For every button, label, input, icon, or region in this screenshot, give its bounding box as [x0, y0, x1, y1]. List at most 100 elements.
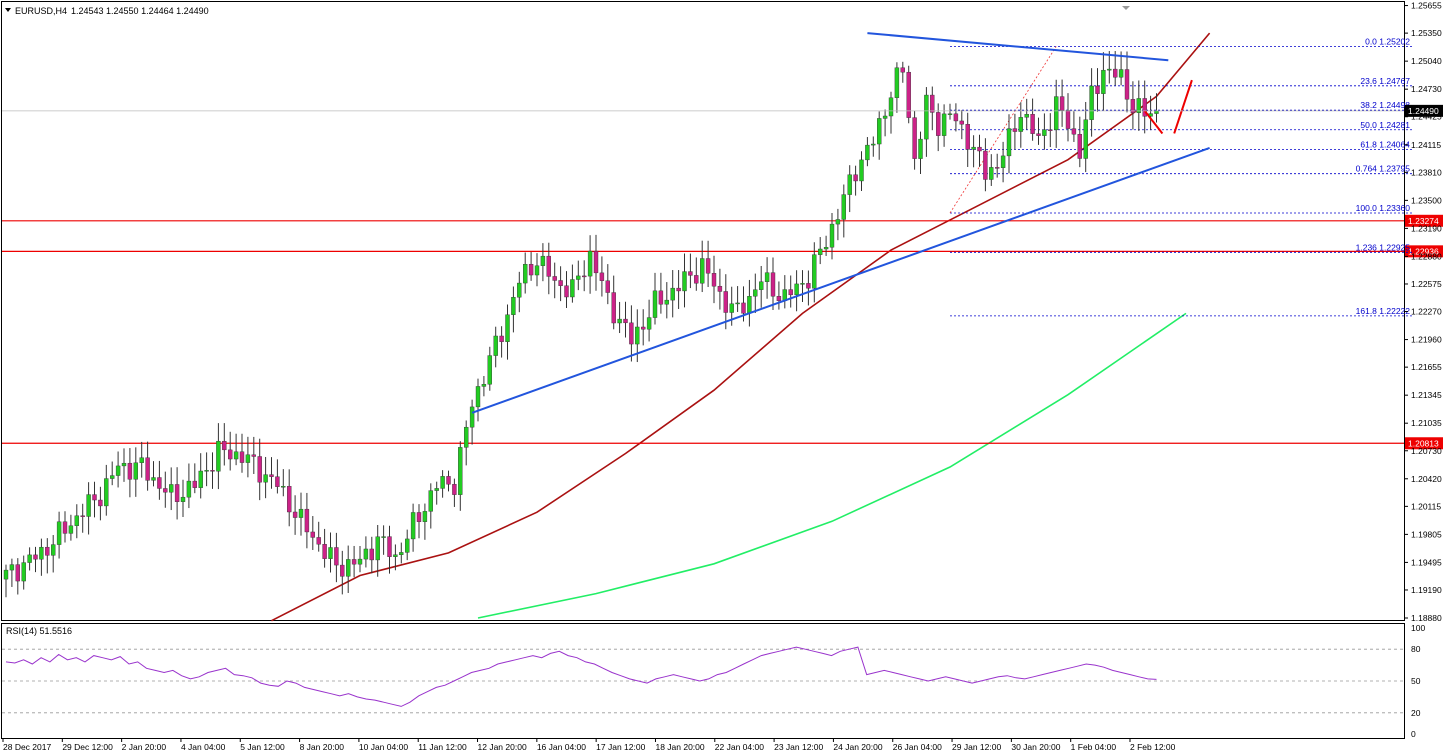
candle-bull	[9, 564, 15, 571]
candle-bear	[959, 120, 964, 125]
candle-bear	[1030, 114, 1035, 134]
candle-bull	[422, 511, 428, 522]
candle-bear	[770, 272, 776, 297]
candle-bull	[1083, 119, 1088, 159]
candle-bear	[912, 117, 917, 159]
candle-bear	[257, 456, 262, 483]
candle-bull	[328, 547, 333, 559]
candle-bull	[440, 476, 445, 489]
candle-bear	[310, 531, 315, 538]
price-tick-label: 1.23810	[1411, 167, 1442, 177]
fib-level-label: 161.8 1.22222	[1356, 306, 1411, 316]
candle-bull	[847, 174, 852, 195]
rsi-frame	[1, 623, 1405, 739]
symbol-label: EURUSD,H4	[15, 6, 67, 16]
candle-bear	[251, 454, 257, 457]
time-axis: 28 Dec 2017 29 Dec 12:00 2 Jan 20:00 4 Jan …	[2, 738, 1176, 752]
candle-bull	[989, 167, 994, 180]
candle-bear	[629, 322, 634, 345]
candle-bull	[475, 386, 481, 408]
time-tick-label: 23 Jan 12:00	[774, 742, 823, 752]
candle-bear	[316, 537, 321, 545]
candle-bull	[517, 282, 522, 298]
rsi-line	[5, 646, 1157, 707]
candle-bull	[652, 290, 658, 318]
price-tick-label: 1.25040	[1411, 56, 1442, 66]
trendline	[471, 146, 1210, 414]
candle-bull	[357, 558, 363, 565]
candle-bull	[829, 223, 835, 248]
candle-bull	[800, 283, 805, 285]
candle-bull	[682, 271, 687, 292]
candle-bull	[363, 548, 369, 560]
candle-bull	[180, 496, 186, 502]
candle-bear	[222, 440, 227, 451]
candle-bear	[552, 276, 557, 281]
candle-bull	[56, 521, 62, 545]
main-chart-frame	[1, 1, 1405, 621]
collapse-triangle-icon[interactable]	[5, 8, 11, 12]
candle-bull	[818, 248, 823, 255]
candle-bull	[523, 263, 528, 284]
candle-bull	[133, 462, 139, 480]
time-tick-label: 11 Jan 12:00	[418, 742, 467, 752]
candle-bull	[1000, 155, 1006, 168]
candle-bear	[599, 272, 605, 281]
forecast-arrows	[1143, 79, 1193, 135]
rsi-tick-label: 0	[1411, 729, 1416, 739]
candle-bear	[499, 335, 504, 342]
price-tick-label: 1.25350	[1411, 28, 1442, 38]
candle-bear	[953, 113, 959, 122]
candle-bear	[192, 480, 198, 488]
time-tick-label: 10 Jan 04:00	[359, 742, 408, 752]
rsi-tick-label: 100	[1411, 623, 1425, 633]
candle-bull	[877, 118, 882, 145]
candle-bull	[700, 258, 705, 284]
candle-bull	[918, 138, 923, 159]
candle-bull	[576, 275, 581, 280]
candle-bear	[322, 544, 327, 559]
price-tick-label: 1.20420	[1411, 474, 1442, 484]
scroll-marker-icon[interactable]	[1122, 6, 1130, 10]
candle-bear	[1095, 85, 1100, 94]
candle-bull	[151, 477, 156, 481]
candle-bull	[21, 562, 26, 582]
fib-anchor-line	[949, 46, 1057, 214]
candle-bear	[304, 508, 310, 533]
candle-bull	[464, 426, 469, 448]
candle-bull	[587, 250, 593, 277]
candle-bull	[859, 159, 864, 182]
fib-level-label: 23.6 1.24767	[1360, 76, 1410, 86]
candle-bear	[210, 470, 215, 472]
candle-bull	[204, 470, 209, 472]
price-tick-label: 1.19495	[1411, 557, 1442, 567]
support-resistance-lines: 1.23274 1.22936 1.20813	[2, 214, 1443, 450]
candle-bull	[1154, 110, 1159, 114]
candle-bull	[1018, 117, 1023, 132]
candle-bear	[174, 484, 180, 502]
candle-bear	[98, 499, 103, 507]
candle-bear	[334, 547, 339, 566]
candle-bull	[263, 474, 268, 483]
candle-bear	[1048, 129, 1053, 131]
candle-bull	[487, 355, 492, 385]
candle-bull	[871, 143, 876, 146]
time-tick-label: 29 Dec 12:00	[62, 742, 113, 752]
fib-level-label: 0.0 1.25202	[1365, 36, 1410, 46]
candle-bear	[741, 302, 746, 314]
ma-green-line	[477, 312, 1187, 619]
candle-bull	[941, 113, 947, 136]
candle-bear	[658, 290, 664, 305]
price-tick-label: 1.23190	[1411, 223, 1442, 233]
candle-bull	[109, 475, 115, 479]
candle-bull	[399, 552, 404, 555]
candle-bull	[139, 457, 144, 463]
candle-bull	[27, 554, 32, 563]
candle-bear	[287, 486, 292, 513]
rsi-tick-label: 50	[1411, 676, 1421, 686]
candle-bear	[965, 124, 970, 150]
candle-bull	[68, 525, 74, 534]
time-tick-label: 2 Jan 20:00	[122, 742, 167, 752]
candle-bull	[646, 317, 652, 330]
fibonacci-retracement: 0.0 1.25202 23.6 1.24767 38.2 1.24498 50.0 …	[949, 36, 1412, 317]
